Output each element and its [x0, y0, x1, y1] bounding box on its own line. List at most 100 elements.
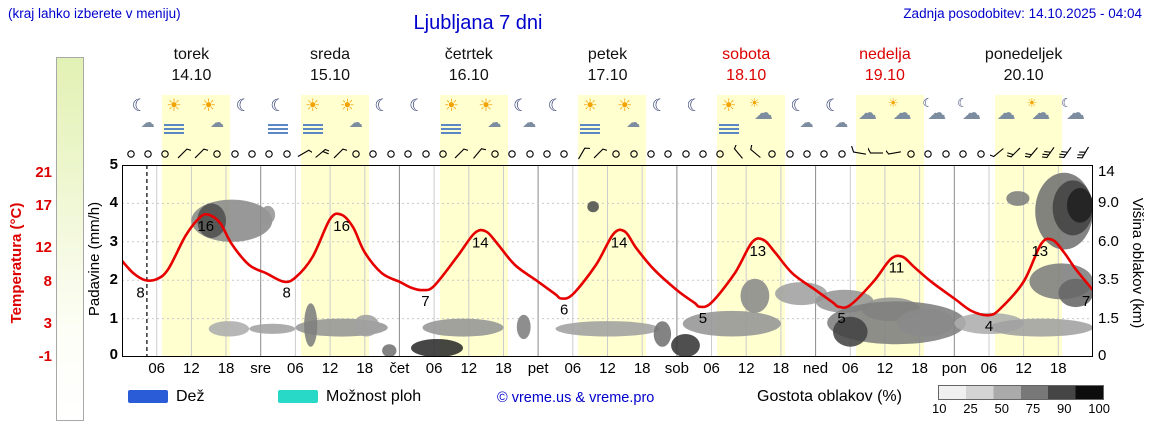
day-header-četrtek: četrtek 16.10 [399, 44, 538, 86]
density-tick: 50 [994, 401, 1009, 416]
sun-fog-icon: ☀ [434, 95, 469, 139]
cloud-glyph: ☁ [210, 115, 225, 131]
cloud-height-tick: 9.0 [1098, 194, 1119, 212]
moon-cloud-icon: ☾ ☁ [815, 95, 850, 139]
calm-wind-icon [816, 141, 833, 165]
cloud-glyph: ☁ [927, 102, 947, 124]
moon-glyph: ☾ [790, 96, 806, 116]
cloud-height-tick: 6.0 [1098, 232, 1119, 250]
calm-wind-icon [712, 141, 729, 165]
temp-tick: 8 [43, 272, 52, 290]
day-abbr: čet [389, 360, 410, 377]
moon-glyph: ☾ [270, 96, 286, 116]
calm-wind-icon [243, 141, 260, 165]
day-name: sreda [310, 46, 351, 63]
calm-wind-icon [556, 141, 573, 165]
weather-icons-row: ☾ ☁ ☀ ☀ ☁ ☾ ☾ ☀ ☀ ☁ ☾ ☾ ☀ ☀ ☁ ☾ ☁ ☾ ☀ ☀ ☁ ☾ ☾ ☀ ☁ ☀ ☾ ☁ ☾ ☁ ☁ ☁ ☀ ☁ ☾ ☁ ☾ ☁ ☁ ☀… [122, 95, 1093, 141]
calm-wind-icon [261, 141, 278, 165]
calm-wind-icon [694, 141, 711, 165]
day-name: torek [173, 46, 210, 63]
fog-lines [302, 124, 323, 134]
svg-text:8: 8 [283, 285, 291, 302]
day-header-torek: torek 14.10 [122, 44, 261, 86]
moon-glyph: ☾ [686, 96, 702, 116]
sun-cloud-icon: ☀ ☁ [469, 95, 504, 139]
fog-lines [268, 124, 289, 134]
moon-cloud-icon: ☾ ☁ [122, 95, 157, 139]
svg-text:16: 16 [197, 218, 214, 235]
wind-barb-icon [469, 141, 486, 165]
cloud-height-tick: 14 [1098, 163, 1115, 180]
cloud-density-gradient-bar [938, 385, 1104, 400]
cloud-height-tick: 3.5 [1098, 271, 1119, 289]
temp-tick: 21 [35, 164, 52, 181]
cloud-glyph: ☁ [522, 115, 537, 131]
calm-wind-icon [504, 141, 521, 165]
precip-tick: 1 [109, 309, 118, 327]
moon-glyph: ☾ [1061, 96, 1072, 110]
wind-barb-icon [885, 141, 902, 165]
sun-cloud-icon: ☀ ☁ [607, 95, 642, 139]
day-abbr: sob [664, 360, 689, 377]
svg-text:14: 14 [472, 235, 489, 252]
calm-wind-icon [677, 141, 694, 165]
last-update: Zadnja posodobitev: 14.10.2025 - 04:04 [903, 6, 1142, 21]
cloud-glyph: ☁ [857, 102, 877, 124]
fog-lines [580, 124, 601, 134]
calm-wind-icon [660, 141, 677, 165]
svg-text:7: 7 [421, 293, 429, 310]
moon-glyph: ☾ [131, 96, 147, 116]
sun-glyph: ☀ [887, 96, 899, 110]
sun-cloud-icon: ☀ ☁ [330, 95, 365, 139]
sun-glyph: ☀ [1026, 96, 1038, 110]
credit-link[interactable]: © vreme.us & vreme.pro [497, 390, 655, 406]
sun-cloud-icon: ☀ ☁ [191, 95, 226, 139]
sun-glyph: ☀ [201, 96, 217, 116]
hour-tick: 06 [425, 360, 443, 377]
calm-wind-icon [538, 141, 555, 165]
calm-wind-icon [382, 141, 399, 165]
calm-wind-icon [434, 141, 451, 165]
cloud-sun-icon: ☁ ☀ [746, 95, 781, 139]
rain-legend-label: Dež [176, 388, 205, 405]
moon-fog-icon: ☾ [261, 95, 296, 139]
day-header-nedelja: nedelja 19.10 [816, 44, 955, 86]
moon-icon: ☾ [642, 95, 677, 139]
moon-glyph: ☾ [409, 96, 425, 116]
svg-text:8: 8 [136, 285, 144, 302]
calm-wind-icon [972, 141, 989, 165]
cloud-glyph: ☁ [1031, 102, 1051, 124]
calm-wind-icon [642, 141, 659, 165]
day-date: 18.10 [726, 67, 767, 84]
day-abbr: pet [527, 360, 549, 377]
wind-barb-icon [174, 141, 191, 165]
moon-icon: ☾ [226, 95, 261, 139]
shower-swatch [278, 390, 318, 403]
calm-wind-icon [486, 141, 503, 165]
moon-icon: ☾ [677, 95, 712, 139]
cloud-glyph: ☁ [892, 102, 912, 124]
cloud-glyph: ☁ [140, 115, 155, 131]
day-name: ponedeljek [984, 46, 1063, 63]
cloud-glyph: ☁ [834, 115, 849, 131]
calm-wind-icon [608, 141, 625, 165]
calm-wind-icon [798, 141, 815, 165]
day-date: 16.10 [448, 67, 489, 84]
hour-tick: 12 [737, 360, 755, 377]
time-axis: 06 12 18 sre 06 12 18 čet 06 12 18 pet 06 12 18 sob 06 12… [122, 360, 1093, 378]
temp-tick: 17 [35, 197, 52, 215]
density-tick: 90 [1057, 401, 1072, 416]
calm-wind-icon [278, 141, 295, 165]
sun-fog-icon: ☀ [295, 95, 330, 139]
daylight-bands [122, 95, 1093, 357]
cloud-glyph: ☁ [753, 102, 773, 124]
temp-tick: -1 [38, 348, 52, 365]
moon-glyph: ☾ [651, 96, 668, 116]
sun-glyph: ☀ [721, 96, 737, 116]
sun-glyph: ☀ [305, 96, 321, 116]
temp-tick: 12 [35, 239, 52, 257]
calm-wind-icon [347, 141, 364, 165]
cloud-icon: ☁ [989, 95, 1024, 139]
hour-tick: 12 [460, 360, 478, 377]
svg-text:16: 16 [333, 218, 350, 235]
